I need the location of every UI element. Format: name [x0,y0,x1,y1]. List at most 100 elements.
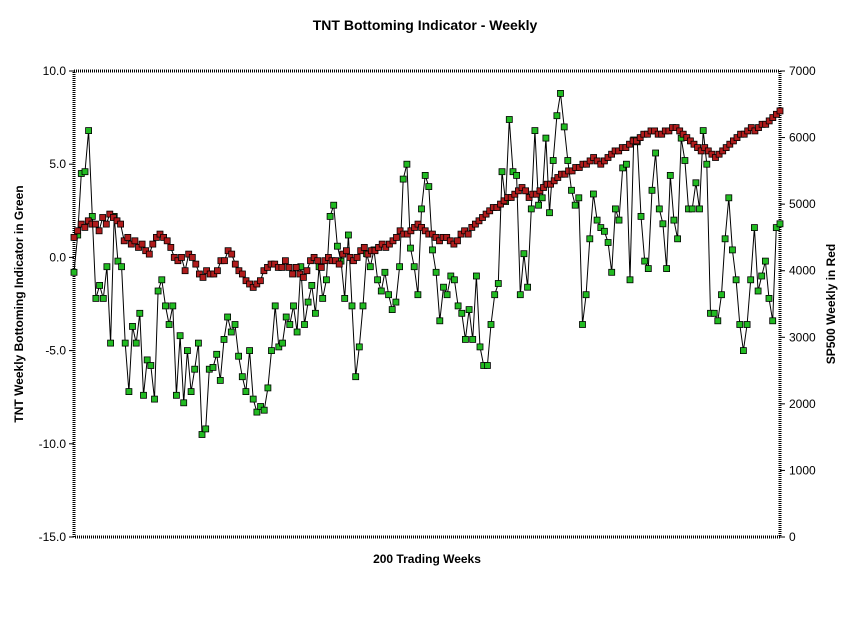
green-point [114,257,122,265]
red-point [342,247,350,255]
green-point [88,212,96,220]
right-axis-ticks: 7000 6000 5000 4000 3000 2000 1000 0 [780,64,816,544]
green-point [147,362,155,369]
green-point [209,363,217,371]
red-point [199,273,207,281]
green-point [513,171,520,179]
green-point [238,373,246,381]
green-point [516,291,524,299]
green-point [458,309,466,317]
green-point [308,281,316,289]
red-point [773,110,780,118]
right-tick-label: 4000 [789,264,816,278]
green-point [224,313,232,321]
red-point [120,237,128,245]
red-point [335,260,343,268]
red-point [221,257,228,265]
green-point [747,276,755,284]
green-point [557,90,564,97]
green-point [271,302,279,310]
red-point [443,233,451,241]
green-point [546,209,553,217]
green-point [608,268,616,276]
green-point [461,335,469,343]
green-point [385,291,393,299]
green-point [721,235,729,243]
green-point [392,298,400,306]
green-point [626,276,634,284]
right-tick-label: 3000 [789,330,816,344]
green-point [725,194,733,202]
green-point [440,283,447,291]
green-point [472,272,480,280]
red-point [432,233,440,241]
green-point [246,347,254,355]
left-tick-label: 0.0 [49,250,66,264]
green-point [183,347,191,355]
green-point [743,321,751,328]
red-point [281,257,289,265]
red-point [167,243,175,251]
green-point [443,291,451,299]
green-point [249,395,257,403]
green-point [129,322,136,330]
green-point [553,112,561,120]
green-point [286,321,294,328]
green-point [758,272,766,280]
green-point [352,373,360,381]
green-point [429,246,436,254]
red-point [418,223,426,231]
green-point [187,388,195,396]
green-point [601,227,608,235]
green-point [136,309,144,317]
green-point [107,339,114,347]
green-point [765,294,773,302]
red-point [160,233,168,241]
green-point [494,280,502,287]
green-point [586,235,594,243]
green-point [476,343,484,351]
plot-series [70,90,784,438]
green-point [776,220,784,228]
green-point [465,306,473,314]
green-point [348,302,356,310]
green-point [505,116,513,123]
green-point [96,281,103,289]
green-point [125,388,133,396]
red-point [393,233,400,241]
green-point [326,212,334,220]
green-point [410,263,418,271]
green-point [194,339,202,347]
green-point [154,287,162,295]
green-point [520,250,528,258]
red-point [299,273,307,281]
left-tick-label: 5.0 [49,157,66,171]
green-point [560,123,568,131]
green-point [538,194,546,202]
red-point [74,227,81,235]
green-point [304,298,312,306]
red-point [224,247,232,255]
left-tick-label: -15.0 [39,530,67,544]
green-point [681,157,689,164]
green-point [81,168,89,176]
green-point [527,205,535,213]
red-point [99,214,107,221]
right-tick-label: 2000 [789,397,816,411]
red-point [407,227,415,235]
red-point [289,270,297,278]
green-point [579,321,586,328]
red-point [776,107,784,115]
green-point [604,239,612,246]
green-point [623,160,630,168]
green-point [85,127,92,134]
right-tick-label: 0 [789,530,796,544]
left-axis-ticks: 10.0 5.0 0.0 -5.0 -10.0 -15.0 [39,64,74,544]
red-point [303,267,311,275]
green-point [531,127,539,134]
green-point [143,356,151,364]
green-point [769,317,777,325]
chart-title: TNT Bottoming Indicator - Weekly [313,17,538,33]
green-point [740,347,747,355]
red-point [228,250,236,258]
